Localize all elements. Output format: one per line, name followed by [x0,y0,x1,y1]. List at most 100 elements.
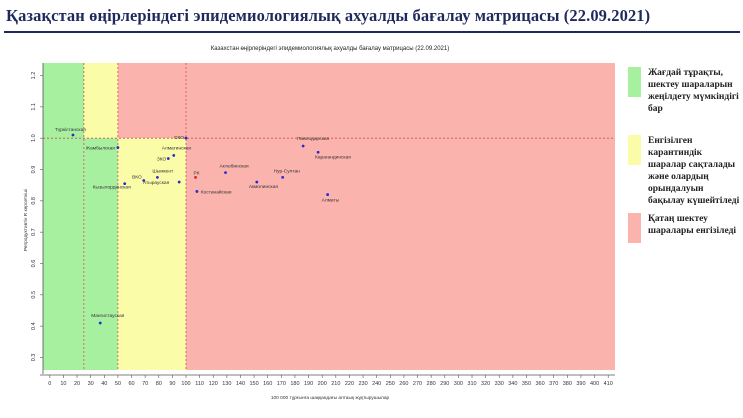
x-tick-label: 240 [372,381,381,387]
x-tick-label: 50 [115,381,121,387]
data-point-label: Павлодарская [297,136,329,142]
x-tick-label: 160 [263,381,272,387]
y-tick-label: 0.3 [31,354,37,362]
data-point-label: Кызылординская [93,185,131,191]
x-tick-label: 330 [495,381,504,387]
y-tick-label: 0.6 [31,260,37,268]
x-tick-label: 0 [48,381,51,387]
y-tick-label: 0.9 [31,166,37,174]
x-tick-label: 190 [304,381,313,387]
x-tick-label: 90 [169,381,175,387]
data-point-label: Мангистауская [91,313,125,319]
data-point [156,175,159,179]
chart-title: Казахстан өңірлеріндегі эпидемиологиялық… [211,46,449,52]
x-tick-label: 80 [156,381,162,387]
y-tick-label: 1.1 [31,103,37,111]
y-tick-label: 0.7 [31,228,37,236]
x-tick-label: 60 [128,381,134,387]
data-point-label: СКО [174,135,184,141]
x-tick-label: 210 [331,381,340,387]
x-tick-label: 120 [209,381,218,387]
legend-label-stable: Жағдай тұрақты, шектеу шараларын жеңілде… [648,68,739,114]
x-tick-label: 130 [222,381,231,387]
data-point-label: ЗКО [157,157,167,163]
data-point-label: Нур-Султан [274,168,300,174]
x-tick-label: 400 [590,381,599,387]
zone-yellow-top [83,63,118,139]
legend-swatch-green [628,67,641,97]
y-tick-label: 0.8 [31,197,37,205]
data-point [116,146,120,149]
slide-title: Қазақстан өңірлеріндегі эпидемиологиялық… [6,6,651,25]
data-point-label: Атырауская [143,180,170,186]
x-tick-label: 10 [60,381,66,387]
data-point [123,182,127,186]
x-tick-label: 150 [250,381,259,387]
x-tick-label: 110 [195,381,204,387]
data-point [194,175,197,179]
y-tick-label: 0.4 [31,322,37,330]
data-point [71,133,75,137]
x-tick-label: 30 [88,381,94,387]
data-point [172,154,176,157]
x-tick-label: 220 [345,381,354,387]
y-tick-label: 1.2 [31,72,37,80]
data-point-label: Карагандинская [315,154,351,160]
data-point-label: Түркістанская [55,127,86,133]
x-tick-label: 390 [576,381,585,387]
zone-green-left [43,63,84,370]
data-point [224,171,227,175]
x-tick-label: 40 [101,381,107,387]
x-tick-label: 310 [467,381,476,387]
epidemic-matrix-chart: 0 10 20 30 40 50 60 70 80 90 100 110 120 130 140 150 160… [23,46,615,401]
data-point-label: Актюбинская [219,164,248,170]
x-tick-label: 250 [386,381,395,387]
data-point [177,180,181,184]
data-point [98,321,102,325]
x-tick-label: 100 [181,381,190,387]
data-point [166,157,170,160]
x-tick-label: 260 [399,381,408,387]
data-point [255,180,259,184]
data-point-label: Алматы [322,198,340,204]
x-tick-label: 230 [358,381,367,387]
x-tick-label: 410 [604,381,613,387]
x-tick-label: 300 [454,381,463,387]
x-axis-title: 100 000 тұрғынға шаққандағы аптаық жұқты… [271,395,390,401]
data-point [301,144,305,148]
data-point-label: ВКО [132,174,142,180]
data-point [184,136,188,140]
y-axis-title: Репродуктивтік R көрсеткіші [23,189,29,251]
data-point-label: Жамбылская [86,146,116,152]
zone-red-right [186,63,615,370]
zone-red-upper-mid [117,63,186,139]
zone-yellow-mid [117,138,186,370]
x-tick-label: 340 [508,381,517,387]
x-tick-label: 140 [236,381,245,387]
x-tick-label: 360 [536,381,545,387]
data-point-label: РК [194,170,200,176]
data-point-label: Костанайская [201,188,232,195]
data-point [316,150,320,154]
title-underline [4,31,740,33]
x-tick-label: 290 [440,381,449,387]
x-tick-label: 180 [290,381,299,387]
data-point [142,179,146,182]
data-point [195,190,199,193]
zone-green-bottom [83,138,118,370]
data-point [281,175,285,179]
x-tick-label: 320 [481,381,490,387]
data-point-label: Шымкент [152,168,174,174]
data-point-label: Алматинская [162,145,192,151]
legend-swatch-red [628,213,641,243]
x-tick-label: 280 [427,381,436,387]
legend-label-strict: Қатаң шектеу шаралары енгізіледі [648,214,737,236]
x-tick-label: 170 [277,381,286,387]
y-tick-label: 1.0 [31,134,37,142]
x-tick-label: 70 [142,381,148,387]
x-tick-label: 270 [413,381,422,387]
legend-swatch-yellow [628,135,641,165]
data-point [326,193,330,196]
x-tick-label: 20 [74,381,80,387]
legend-label-maintain: Енгізілген карантиндік шаралар сақталады… [648,136,740,206]
